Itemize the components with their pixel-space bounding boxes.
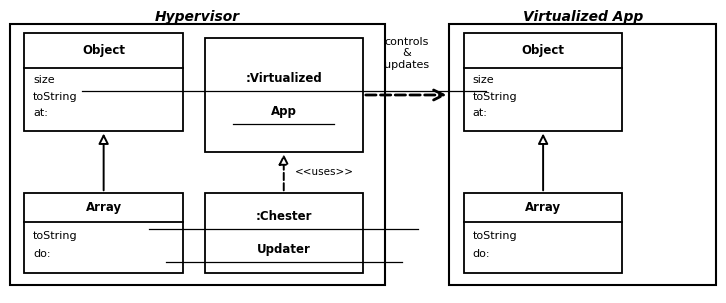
Text: Array: Array: [525, 201, 561, 214]
Bar: [464, 193, 622, 273]
Text: Hypervisor: Hypervisor: [155, 10, 240, 24]
Text: toString: toString: [33, 231, 78, 241]
Text: toString: toString: [473, 92, 517, 102]
Text: size: size: [473, 75, 494, 85]
Bar: [205, 193, 363, 273]
Bar: [464, 32, 622, 131]
Text: <<uses>>: <<uses>>: [295, 167, 354, 177]
Text: :Chester: :Chester: [256, 211, 312, 223]
Bar: [10, 24, 385, 285]
Text: Object: Object: [82, 44, 125, 57]
Text: Object: Object: [521, 44, 565, 57]
Text: do:: do:: [33, 249, 51, 259]
Text: at:: at:: [473, 108, 487, 118]
Text: toString: toString: [473, 231, 517, 241]
Text: size: size: [33, 75, 54, 85]
Bar: [25, 193, 183, 273]
Text: Array: Array: [86, 201, 122, 214]
Text: controls
&
updates: controls & updates: [383, 37, 429, 70]
Text: do:: do:: [473, 249, 490, 259]
Bar: [205, 38, 363, 152]
Text: :Virtualized: :Virtualized: [245, 72, 322, 85]
Bar: [449, 24, 716, 285]
Text: Virtualized App: Virtualized App: [523, 10, 643, 24]
Bar: [25, 32, 183, 131]
Text: App: App: [271, 105, 297, 118]
Text: at:: at:: [33, 108, 48, 118]
Text: Updater: Updater: [257, 243, 311, 256]
Text: toString: toString: [33, 92, 78, 102]
